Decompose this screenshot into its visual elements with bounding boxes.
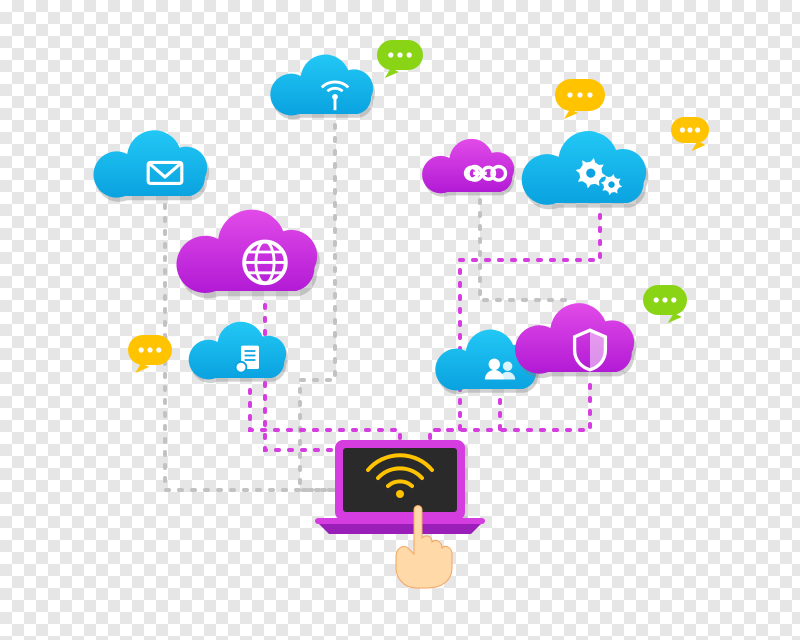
cloud-shield [515, 303, 636, 378]
path-p_antenna [300, 125, 345, 490]
cloud-link [422, 139, 516, 197]
cloud-doc [189, 322, 288, 383]
speech-bubble-b2 [555, 79, 605, 119]
cloud-globe [176, 210, 319, 299]
network-diagram-svg [0, 0, 800, 640]
speech-bubble-b1 [377, 40, 423, 78]
path-p_users [430, 400, 500, 430]
speech-bubble-b4 [643, 285, 687, 323]
speech-bubble-b5 [128, 335, 172, 373]
cloud-antenna [270, 55, 375, 120]
laptop-icon [315, 440, 485, 588]
diagram-stage [0, 0, 800, 640]
path-p_link [480, 200, 570, 300]
cloud-gears [522, 131, 649, 209]
cloud-mail [93, 130, 209, 202]
speech-bubble-b3 [671, 117, 709, 151]
